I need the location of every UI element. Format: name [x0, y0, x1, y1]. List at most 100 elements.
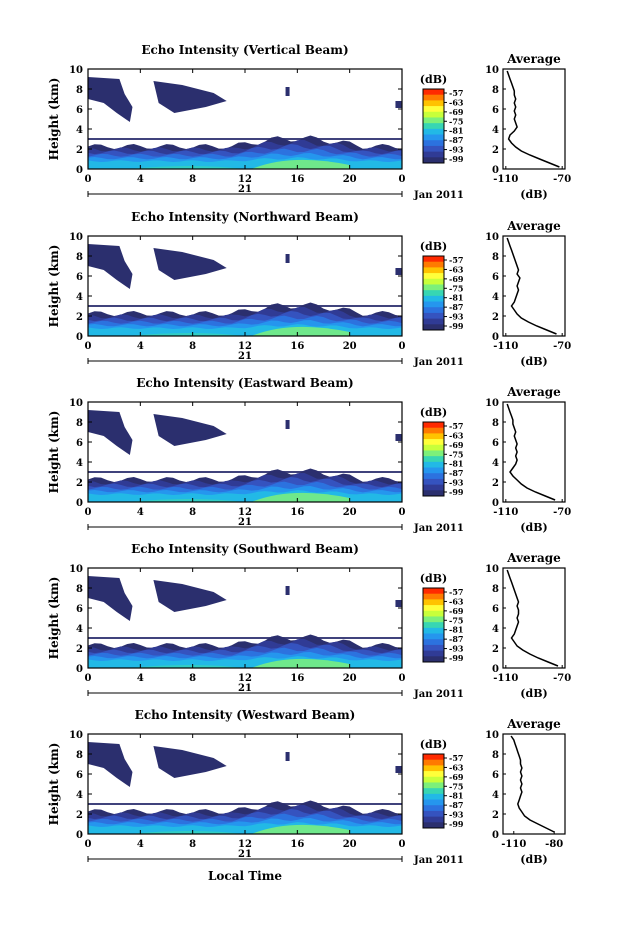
y-axis-label: Height (km) — [47, 411, 61, 494]
y-tick-label: 6 — [76, 105, 83, 116]
profile-y-tick-label: 0 — [492, 332, 499, 343]
y-tick-label: 0 — [76, 498, 83, 509]
y-tick-label: 2 — [76, 644, 83, 655]
profile-y-tick-label: 8 — [492, 584, 499, 595]
heatmap — [88, 742, 402, 834]
colorbar-swatch — [423, 650, 444, 657]
thin-layer — [88, 471, 402, 473]
y-tick-label: 8 — [76, 85, 83, 96]
thin-layer — [88, 305, 402, 307]
profile-line — [506, 569, 559, 667]
colorbar-swatch — [423, 111, 444, 118]
panel-3: Echo Intensity (Southward Beam) Height (k… — [47, 542, 571, 700]
x-tick-label: 16 — [290, 839, 304, 850]
y-tick-label: 8 — [76, 750, 83, 761]
colorbar-frame — [422, 421, 445, 497]
colorbar-swatch — [423, 151, 444, 158]
thin-layer — [88, 138, 402, 140]
colorbar-swatch — [423, 117, 444, 124]
profile-x-tick-label: -110 — [493, 341, 518, 352]
profile-x-tick-label: -110 — [493, 673, 518, 684]
date-month: Jan 2011 — [413, 689, 464, 700]
profile-line — [506, 70, 560, 168]
colorbar-swatch — [423, 633, 444, 640]
y-tick-label: 0 — [76, 664, 83, 675]
colorbar-tick-label: -93 — [449, 478, 464, 488]
colorbar-tick-label: -99 — [449, 154, 464, 164]
profile-frame — [502, 401, 566, 503]
colorbar-swatch — [423, 157, 444, 164]
colorbar-swatch — [423, 788, 444, 795]
heatmap — [88, 77, 402, 169]
profile-y-tick-label: 10 — [485, 65, 499, 76]
x-tick-label: 12 — [238, 839, 252, 850]
colorbar-swatch — [423, 644, 444, 652]
cloud-blob-1 — [88, 77, 133, 122]
profile-y-tick-label: 6 — [492, 770, 499, 781]
x-tick-label: 0 — [399, 174, 406, 185]
colorbar-swatch — [423, 771, 444, 778]
y-tick-label: 2 — [76, 312, 83, 323]
panel-0: Echo Intensity (Vertical Beam) Height (km… — [47, 43, 571, 201]
profile-y-tick-label: 6 — [492, 272, 499, 283]
colorbar-tick-label: -69 — [449, 440, 464, 450]
colorbar-swatch — [423, 461, 444, 469]
colorbar-swatch — [423, 284, 444, 291]
echo-core-green — [251, 658, 350, 668]
colorbar-swatch — [423, 782, 444, 789]
colorbar-swatch — [423, 450, 444, 457]
x-tick-label: 8 — [189, 507, 196, 518]
profile-x-tick-label: -110 — [493, 507, 518, 518]
y-tick-label: 4 — [76, 292, 83, 303]
colorbar-tick-label: -93 — [449, 145, 464, 155]
panel-title: Echo Intensity (Westward Beam) — [135, 708, 356, 722]
echo-core-teal — [127, 166, 245, 169]
profile-frame — [502, 68, 566, 170]
profile-xlabel: (dB) — [520, 687, 547, 700]
profile-frame — [502, 733, 566, 835]
colorbar-swatch — [423, 759, 444, 766]
heatmap — [88, 410, 402, 502]
colorbar-swatch — [423, 484, 444, 491]
cloud-blob-1 — [88, 410, 133, 455]
colorbar-tick-label: -81 — [449, 459, 463, 469]
profile-y-tick-label: 2 — [492, 478, 499, 489]
colorbar-swatch — [423, 816, 444, 823]
profile-y-tick-label: 4 — [492, 292, 499, 303]
x-axis-label-local-time: Local Time — [208, 869, 282, 883]
y-axis-label: Height (km) — [47, 245, 61, 328]
y-tick-label: 6 — [76, 438, 83, 449]
colorbar-swatch — [423, 422, 444, 429]
cloud-speck — [395, 434, 402, 441]
colorbar-swatch — [423, 622, 444, 629]
colorbar-tick-label: -63 — [449, 264, 464, 274]
x-tick-label: 20 — [343, 341, 357, 352]
colorbar-tick-label: -81 — [449, 293, 463, 303]
profile-y-tick-label: 0 — [492, 830, 499, 841]
x-tick-label: 8 — [189, 341, 196, 352]
colorbar-swatch — [423, 456, 444, 463]
x-tick-label: 4 — [137, 341, 144, 352]
panel-4: Echo Intensity (Westward Beam) Height (km… — [47, 708, 566, 866]
colorbar-frame — [422, 587, 445, 663]
cloud-speck — [395, 600, 402, 607]
profile-frame — [502, 567, 566, 669]
y-tick-label: 6 — [76, 604, 83, 615]
date-month: Jan 2011 — [413, 523, 464, 534]
colorbar-tick-label: -75 — [449, 116, 463, 126]
x-tick-label: 12 — [238, 341, 252, 352]
y-tick-label: 8 — [76, 252, 83, 263]
cloud-speck — [285, 586, 290, 595]
profile-frame — [502, 235, 566, 337]
profile-line — [506, 403, 556, 501]
profile-xlabel: (dB) — [520, 188, 547, 201]
cloud-blob-2 — [153, 248, 227, 280]
profile-y-tick-label: 10 — [485, 564, 499, 575]
colorbar-swatch — [423, 290, 444, 297]
colorbar-tick-label: -87 — [449, 302, 463, 312]
colorbar-swatch — [423, 799, 444, 806]
profile-y-tick-label: 0 — [492, 664, 499, 675]
profile-y-tick-label: 6 — [492, 604, 499, 615]
y-tick-label: 4 — [76, 458, 83, 469]
colorbar-swatch — [423, 490, 444, 497]
